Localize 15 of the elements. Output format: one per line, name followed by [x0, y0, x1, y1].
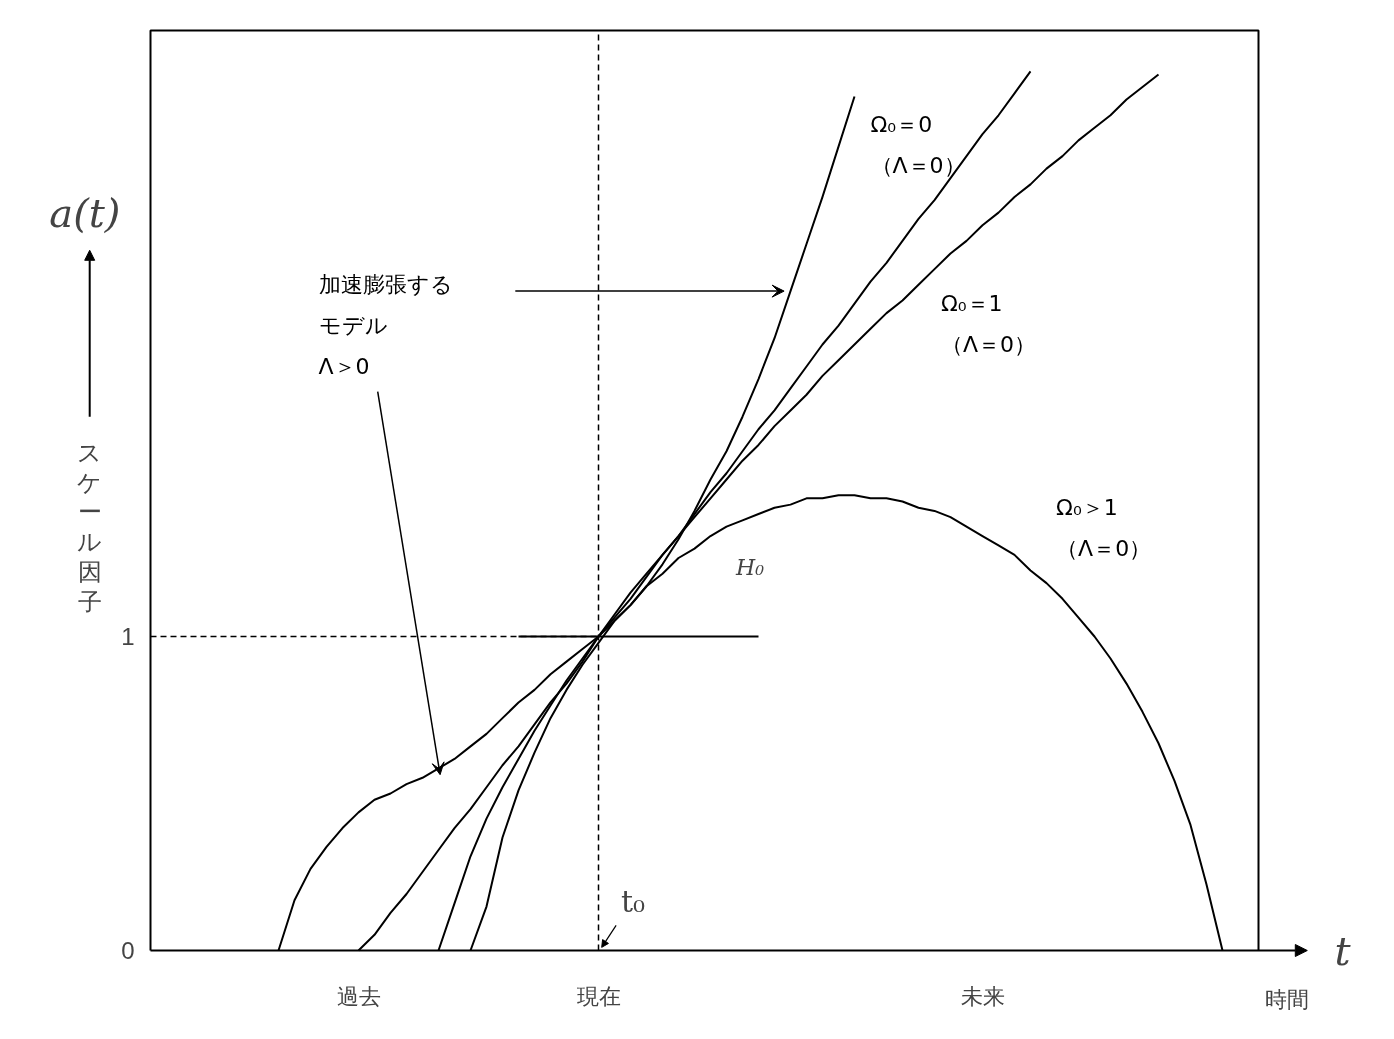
series-label: Ω₀＝1 （Λ＝0） [940, 291, 1036, 357]
series-label: Ω₀＝0 （Λ＝0） [870, 112, 966, 178]
y-axis-title: スケール因子 [77, 438, 103, 616]
text: 加速膨張するモデル Λ＞0 [318, 272, 453, 379]
y-tick-label: 1 [121, 623, 135, 651]
x-tick-label: 現在 [576, 984, 621, 1009]
text: a(t) [49, 189, 121, 236]
annotation: H₀ [735, 554, 765, 580]
series-label: Ω₀＞1 （Λ＝0） [1056, 495, 1152, 562]
ref-line-label: t₀ [620, 884, 645, 920]
x-tick-label: 未来 [960, 984, 1005, 1009]
x-axis-title: 時間 [1264, 986, 1309, 1012]
x-tick-label: 過去 [336, 984, 381, 1009]
text: t [1334, 927, 1352, 974]
y-tick-label: 0 [121, 937, 135, 964]
